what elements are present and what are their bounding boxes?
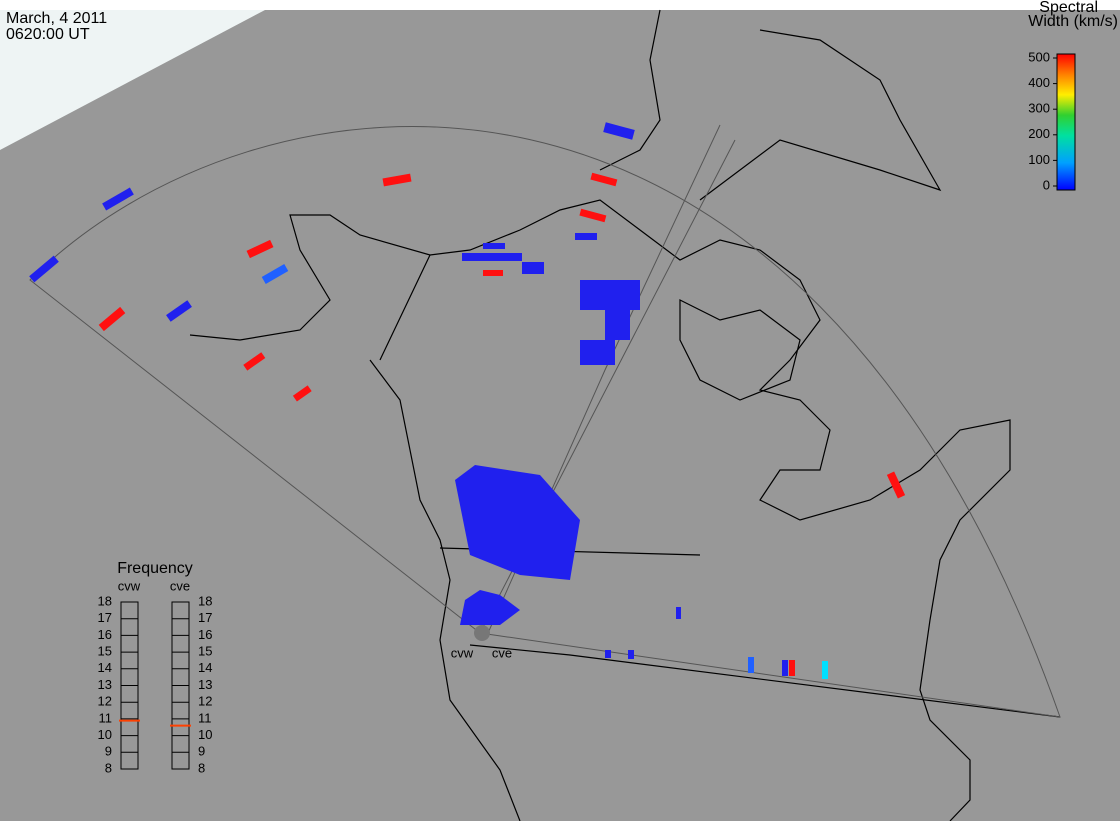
- frequency-tick-label: 15: [198, 644, 212, 659]
- frequency-tick-label: 13: [198, 677, 212, 692]
- frequency-tick-label: 14: [98, 660, 112, 675]
- colorbar-title: Width (km/s): [1028, 13, 1118, 30]
- radar-site: [474, 625, 490, 641]
- frequency-radar-name: cvw: [118, 578, 141, 593]
- frequency-tick-label: 13: [98, 677, 112, 692]
- colorbar-tick-label: 300: [1028, 101, 1050, 116]
- frequency-tick-label: 10: [98, 727, 112, 742]
- frequency-tick-label: 12: [98, 694, 112, 709]
- frequency-tick-label: 14: [198, 660, 212, 675]
- frequency-title: Frequency: [117, 560, 193, 577]
- top-strip: [0, 0, 1120, 10]
- colorbar: [1056, 53, 1076, 191]
- frequency-tick-label: 11: [99, 710, 113, 725]
- frequency-tick-label: 16: [198, 627, 212, 642]
- colorbar-tick-label: 0: [1043, 177, 1050, 192]
- frequency-tick-label: 9: [198, 744, 205, 759]
- frequency-tick-label: 8: [105, 760, 112, 775]
- frequency-tick-label: 15: [98, 644, 112, 659]
- frequency-tick-label: 11: [198, 710, 212, 725]
- colorbar-title: Spectral: [1039, 0, 1098, 16]
- colorbar-tick-label: 400: [1028, 75, 1050, 90]
- frequency-tick-label: 9: [105, 744, 112, 759]
- time: 0620:00 UT: [6, 26, 90, 43]
- scatter-cells: [29, 122, 906, 679]
- date: March, 4 2011: [6, 10, 107, 27]
- frequency-tick-label: 18: [98, 593, 112, 608]
- frequency-tick-label: 10: [198, 727, 212, 742]
- radar-label: cve: [492, 645, 512, 660]
- coastlines: [189, 9, 1061, 821]
- frequency-tick-label: 17: [98, 610, 112, 625]
- frequency-tick-label: 16: [98, 627, 112, 642]
- radar-label: cvw: [451, 645, 474, 660]
- frequency-tick-label: 12: [198, 694, 212, 709]
- daylight-region: [0, 10, 265, 150]
- frequency-tick-label: 8: [198, 760, 205, 775]
- colorbar-tick-label: 200: [1028, 126, 1050, 141]
- frequency-tick-label: 17: [198, 610, 212, 625]
- colorbar-tick-label: 100: [1028, 152, 1050, 167]
- frequency-radar-name: cve: [170, 578, 190, 593]
- frequency-tick-label: 18: [198, 593, 212, 608]
- colorbar-tick-label: 500: [1028, 49, 1050, 64]
